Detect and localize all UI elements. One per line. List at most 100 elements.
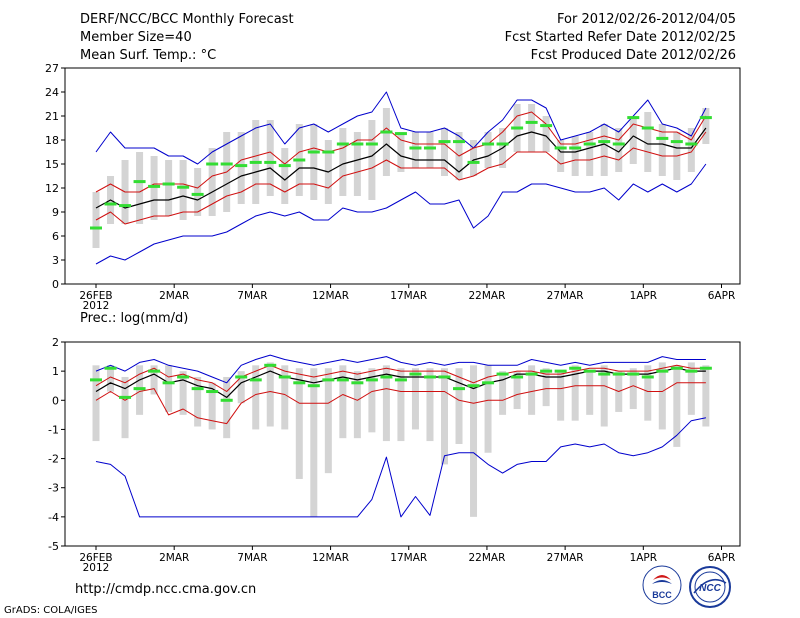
- prec-spread-box: [237, 371, 245, 404]
- temp-spread-box: [237, 132, 245, 204]
- prec-upper-line: [95, 364, 706, 392]
- temp-mean-line: [95, 127, 707, 209]
- temp-obs-mark: [409, 146, 422, 150]
- grads-credit: GrADS: COLA/IGES: [4, 605, 98, 616]
- prec-frame: [64, 341, 741, 547]
- bcc-logo-text: BCC: [652, 590, 672, 600]
- prec-obs-mark: [583, 369, 596, 373]
- temp-obs-mark: [162, 182, 175, 186]
- prec-spread-box: [484, 365, 492, 453]
- prec-panel-title: Prec.: log(mm/d): [80, 311, 188, 326]
- temp-obs-mark: [148, 184, 161, 188]
- prec-obs-mark: [249, 378, 262, 382]
- prec-obs-mark: [598, 372, 611, 376]
- prec-obs-mark: [423, 375, 436, 379]
- temp-spread-box: [484, 132, 492, 168]
- prec-obs-mark: [90, 378, 102, 382]
- prec-obs-mark: [482, 381, 495, 385]
- prec-mean-line: [95, 367, 706, 398]
- temp-obs-mark: [380, 130, 393, 134]
- prec-obs-mark: [467, 384, 480, 388]
- temp-lower-line: [95, 131, 707, 225]
- temp-obs-mark: [278, 164, 291, 168]
- temp-spread-box: [339, 128, 347, 196]
- temp-spread-box: [411, 132, 419, 168]
- prec-spread-box: [368, 368, 376, 433]
- prec-obs-mark: [612, 372, 625, 376]
- temp-ytick-label: 24: [45, 86, 59, 99]
- temp-obs-mark: [583, 142, 596, 146]
- prec-spread-box: [528, 365, 536, 415]
- prec-obs-mark: [206, 390, 219, 394]
- prec-xtick-label: 12MAR: [312, 552, 349, 564]
- temp-obs-mark: [656, 136, 669, 140]
- prec-ytick-label: -4: [48, 511, 59, 524]
- prec-obs-mark: [394, 378, 407, 382]
- prec-spread-box: [165, 365, 173, 412]
- prec-obs-mark: [220, 398, 233, 402]
- temp-obs-mark: [467, 160, 480, 164]
- prec-ytick-label: 2: [52, 336, 59, 349]
- prec-spread-box: [310, 368, 318, 517]
- temp-obs-mark: [191, 192, 204, 196]
- temp-obs-mark: [482, 142, 495, 146]
- prec-spread-box: [586, 371, 594, 415]
- member-size: Member Size=40: [80, 30, 192, 45]
- bcc-logo: BCC: [642, 565, 682, 605]
- temp-xtick-label: 2MAR: [159, 290, 189, 302]
- prec-obs-mark: [656, 369, 669, 373]
- temp-obs-mark: [423, 146, 436, 150]
- temp-xtick-label: 22MAR: [468, 290, 505, 302]
- prec-spread-box: [557, 371, 565, 421]
- prec-obs-mark: [685, 369, 698, 373]
- prec-obs-mark: [699, 366, 712, 370]
- prec-spread-box: [513, 371, 521, 410]
- temp-spread-box: [310, 124, 318, 200]
- prec-panel: -5 -4 -3 -2 -1 0 1 2 26FEB 2MAR 7MAR 12MAR 17MAR 22MA…: [48, 311, 741, 574]
- temp-spread-box: [266, 120, 274, 196]
- temp-spread-box: [528, 104, 536, 152]
- refer-date: Fcst Started Refer Date 2012/02/25: [504, 30, 736, 45]
- temp-spread-box: [557, 140, 565, 172]
- prec-spread-box: [324, 368, 332, 474]
- prec-obs-mark: [119, 395, 132, 399]
- prec-obs-mark: [278, 375, 291, 379]
- temp-obs-mark: [627, 116, 640, 120]
- temp-ytick-label: 15: [45, 158, 59, 171]
- prec-spread-box: [673, 365, 681, 447]
- temp-ytick-label: 21: [45, 110, 59, 123]
- prec-obs-mark: [104, 366, 117, 370]
- temp-spread-box: [658, 124, 666, 176]
- temp-spread-box: [382, 108, 390, 176]
- temp-obs-mark: [177, 185, 190, 189]
- temp-spread-box: [281, 148, 289, 204]
- temp-obs-mark: [511, 126, 524, 130]
- prec-spread-box: [571, 365, 579, 421]
- temp-obs-mark: [598, 140, 611, 144]
- temp-spread-box: [426, 132, 434, 168]
- temp-obs-mark: [685, 142, 698, 146]
- prec-obs-mark: [670, 366, 683, 370]
- prec-ytick-label: -1: [48, 423, 59, 436]
- prec-spread-box: [542, 368, 550, 407]
- prec-spread-box: [470, 365, 478, 517]
- prec-spread-box: [455, 368, 463, 444]
- prec-ytick-label: -2: [48, 453, 59, 466]
- prec-obs-mark: [438, 375, 451, 379]
- prec-ytick-label: 1: [52, 365, 59, 378]
- prec-obs-mark: [148, 369, 161, 373]
- temp-spread-box: [687, 128, 695, 172]
- prec-spread-box: [121, 376, 129, 439]
- temp-obs-mark: [612, 142, 625, 146]
- ncc-logo-text: NCC: [699, 583, 721, 594]
- temp-xtick-label: 1APR: [630, 290, 658, 302]
- temp-xtick-label: 6APR: [708, 290, 736, 302]
- prec-obs-mark: [641, 375, 654, 379]
- prec-obs-mark: [540, 369, 553, 373]
- temp-frame: [64, 67, 741, 285]
- source-url[interactable]: http://cmdp.ncc.cma.gov.cn: [75, 582, 257, 597]
- temp-spread-box: [586, 132, 594, 176]
- prec-spread-box: [281, 365, 289, 430]
- temp-year-label: 2012: [83, 300, 110, 312]
- ncc-logo: NCC: [689, 566, 731, 608]
